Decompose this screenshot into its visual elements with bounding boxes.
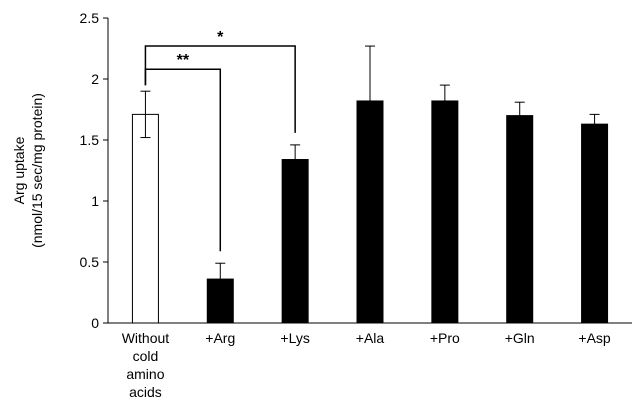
significance-brackets: *** <box>144 29 296 252</box>
x-tick-label: acids <box>129 384 162 400</box>
y-tick-label: 1 <box>91 193 99 209</box>
x-tick-label: +Pro <box>430 330 460 346</box>
x-axis: Without cold amino acids +Arg +Lys +Ala +Pro +Gl… <box>108 322 632 400</box>
x-tick-label: +Gln <box>505 330 535 346</box>
error-bars <box>140 45 600 280</box>
x-tick-label: +Arg <box>205 330 235 346</box>
x-tick-label: amino <box>126 366 164 382</box>
bar <box>206 278 234 324</box>
x-tick-label: Without <box>122 330 170 346</box>
x-tick-label: +Lys <box>280 330 309 346</box>
y-axis-title-line: (nmol/15 sec/mg protein) <box>29 93 45 248</box>
y-axis-title: Arg uptake (nmol/15 sec/mg protein) <box>11 93 45 248</box>
x-tick-label: cold <box>133 348 159 364</box>
y-tick-label: 2 <box>91 71 99 87</box>
significance-label: ** <box>177 52 190 69</box>
y-axis: 0 0.5 1 1.5 2 2.5 <box>80 10 109 331</box>
y-tick-label: 0 <box>91 315 99 331</box>
bar <box>506 115 534 324</box>
x-tick-label: +Asp <box>578 330 611 346</box>
bar <box>581 123 609 324</box>
y-tick-label: 1.5 <box>80 132 100 148</box>
y-tick-label: 0.5 <box>80 254 100 270</box>
x-tick-label: +Ala <box>356 330 385 346</box>
bar <box>281 159 309 324</box>
y-tick-label: 2.5 <box>80 10 100 26</box>
bar <box>431 100 459 324</box>
significance-bracket <box>144 45 296 133</box>
bar <box>131 113 159 324</box>
y-axis-title-line: Arg uptake <box>11 136 27 204</box>
bar <box>356 100 384 324</box>
significance-label: * <box>217 29 224 46</box>
bars <box>131 100 609 324</box>
